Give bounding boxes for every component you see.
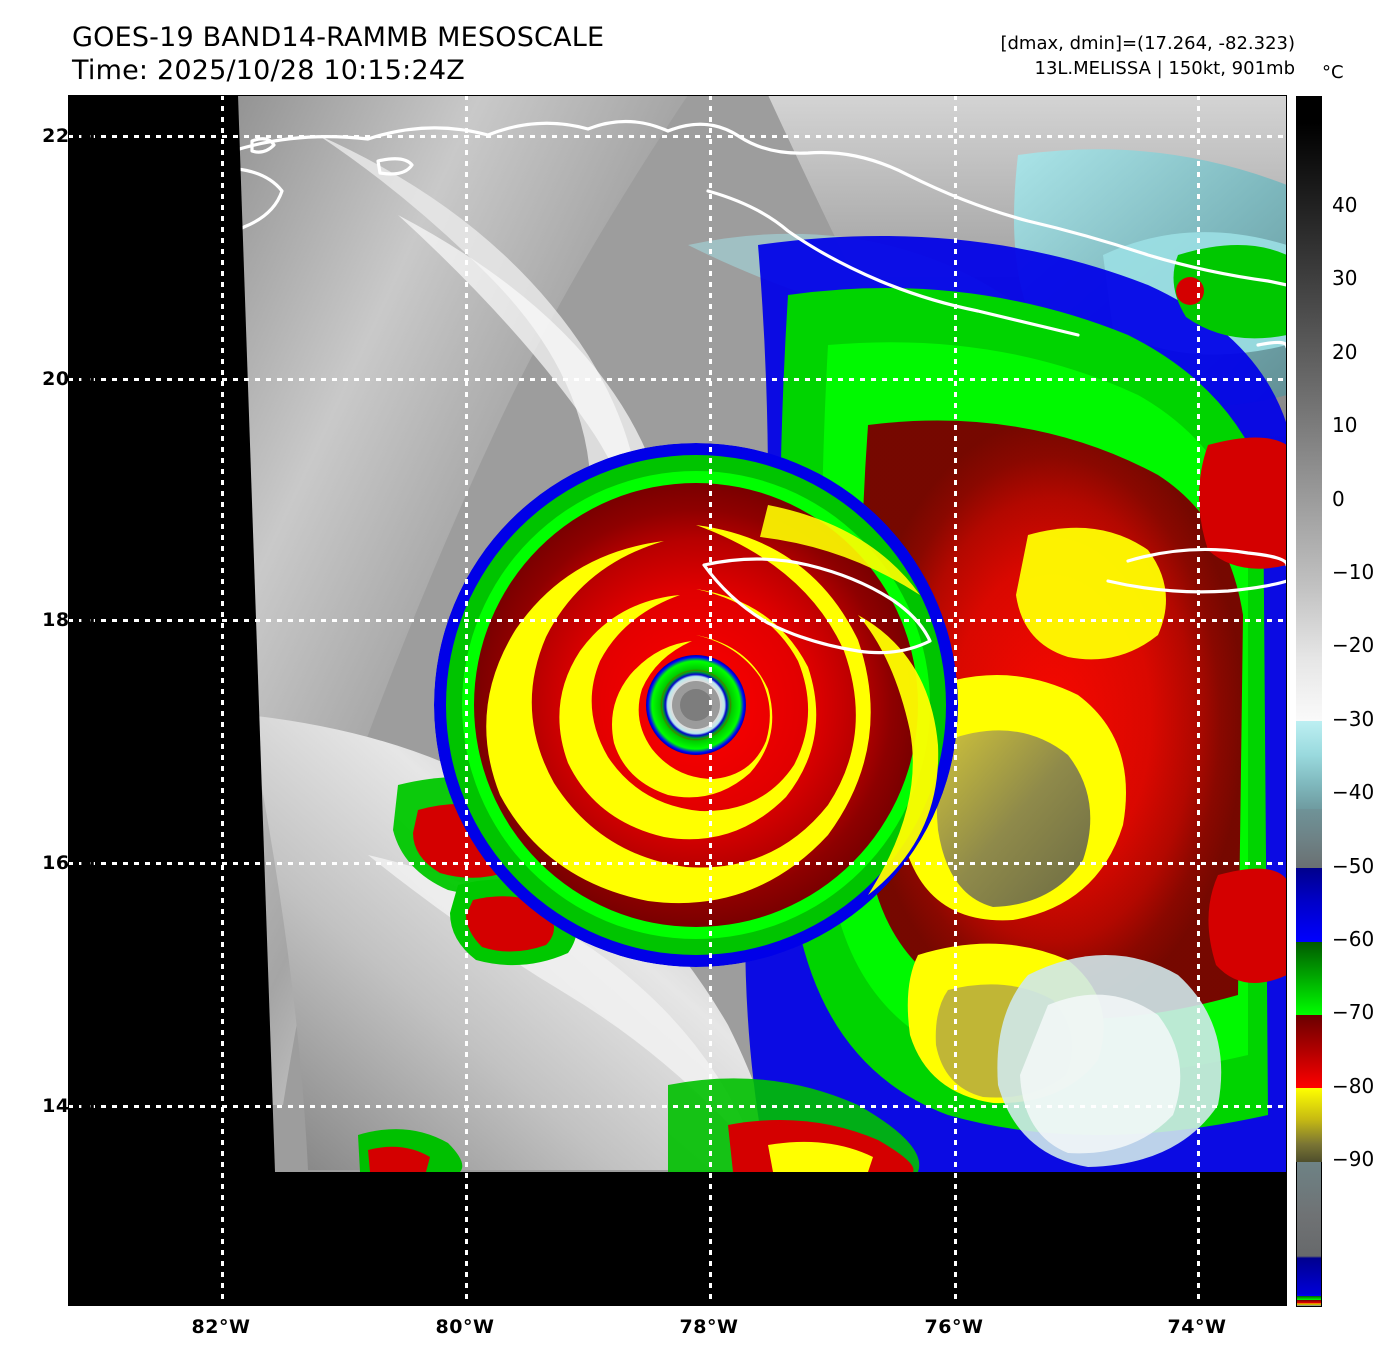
colorbar-unit-label: °C xyxy=(1322,62,1344,83)
axis-label-lon-80w: 80°W xyxy=(435,1316,495,1338)
dmax-dmin-label: [dmax, dmin]=(17.264, -82.323) xyxy=(1000,33,1295,54)
colorbar-tick-20: 20 xyxy=(1332,339,1358,364)
colorbar-tick-neg10: −10 xyxy=(1332,560,1375,585)
cirrus-band-west xyxy=(236,95,688,1105)
axis-label-lat-16n: 16°N xyxy=(42,852,96,874)
colorbar-band-blue xyxy=(1296,868,1322,942)
axis-label-lon-76w: 76°W xyxy=(924,1316,984,1338)
timestamp-label: Time: 2025/10/28 10:15:24Z xyxy=(72,55,465,86)
page-title: GOES-19 BAND14-RAMMB MESOSCALE xyxy=(72,22,605,53)
colorbar-band-grey-teal xyxy=(1296,809,1322,869)
colorbar-tick-neg70: −70 xyxy=(1332,1000,1375,1025)
colorbar-tick-neg60: −60 xyxy=(1332,927,1375,952)
colorbar-band-yellow xyxy=(1296,1088,1322,1162)
colorbar-tick-40: 40 xyxy=(1332,193,1358,218)
colorbar-band-red xyxy=(1296,1014,1322,1089)
storm-info-label: 13L.MELISSA | 150kt, 901mb xyxy=(1034,58,1296,79)
axis-label-lat-14n: 14°N xyxy=(42,1095,96,1117)
colorbar-band-cyan xyxy=(1296,721,1322,810)
axis-label-lon-78w: 78°W xyxy=(679,1316,739,1338)
colorbar xyxy=(1296,96,1322,1307)
colorbar-tick-neg80: −80 xyxy=(1332,1073,1375,1098)
colorbar-tick-neg30: −30 xyxy=(1332,706,1375,731)
infrared-satellite-raster xyxy=(68,95,1287,1306)
axis-label-lon-82w: 82°W xyxy=(191,1316,251,1338)
axis-label-lat-22n: 22°N xyxy=(42,125,96,147)
colorbar-tick-neg50: −50 xyxy=(1332,853,1375,878)
colorbar-tick-neg40: −40 xyxy=(1332,780,1375,805)
colorbar-band-white-grey xyxy=(1296,1162,1322,1309)
colorbar-tick-neg20: −20 xyxy=(1332,633,1375,658)
axis-label-lon-74w: 74°W xyxy=(1167,1316,1227,1338)
axis-label-lat-20n: 20°N xyxy=(42,368,96,390)
colorbar-band-green xyxy=(1296,941,1322,1015)
coastline-overlay xyxy=(236,119,1287,655)
colorbar-band-greyscale xyxy=(1296,97,1322,722)
axis-label-lat-18n: 18°N xyxy=(42,609,96,631)
colorbar-tick-10: 10 xyxy=(1332,413,1358,438)
colorbar-tick-neg90: −90 xyxy=(1332,1147,1375,1172)
colorbar-tick-0: 0 xyxy=(1332,486,1345,511)
satellite-image-plot: Copyright © 2020-2025 Dapiya xyxy=(68,95,1287,1306)
colorbar-tick-30: 30 xyxy=(1332,266,1358,291)
